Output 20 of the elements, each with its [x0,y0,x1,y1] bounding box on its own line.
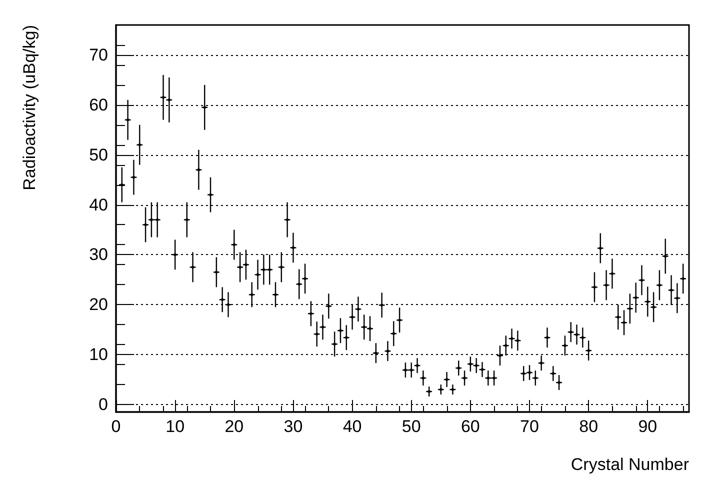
x-tick-label: 50 [402,417,421,436]
y-axis-title: Radioactivity (uBq/kg) [20,25,39,190]
y-tick-label: 70 [89,45,108,64]
y-tick-label: 10 [89,345,108,364]
x-axis-title: Crystal Number [570,455,690,474]
y-tick-label: 30 [89,245,108,264]
x-tick-label: 60 [460,417,480,436]
x-tick-label: 40 [342,417,362,436]
y-tick-label: 20 [89,295,108,314]
y-tick-label: 40 [89,195,108,214]
y-tick-label: 50 [89,145,108,164]
x-tick-label: 70 [520,417,539,436]
x-tick-label: 90 [638,417,658,436]
x-tick-label: 20 [224,417,244,436]
y-tick-label: 0 [98,395,108,414]
x-tick-label: 30 [284,417,303,436]
x-tick-label: 0 [111,417,121,436]
x-tick-label: 80 [579,417,598,436]
x-tick-label: 10 [166,417,185,436]
y-tick-label: 60 [89,95,108,114]
